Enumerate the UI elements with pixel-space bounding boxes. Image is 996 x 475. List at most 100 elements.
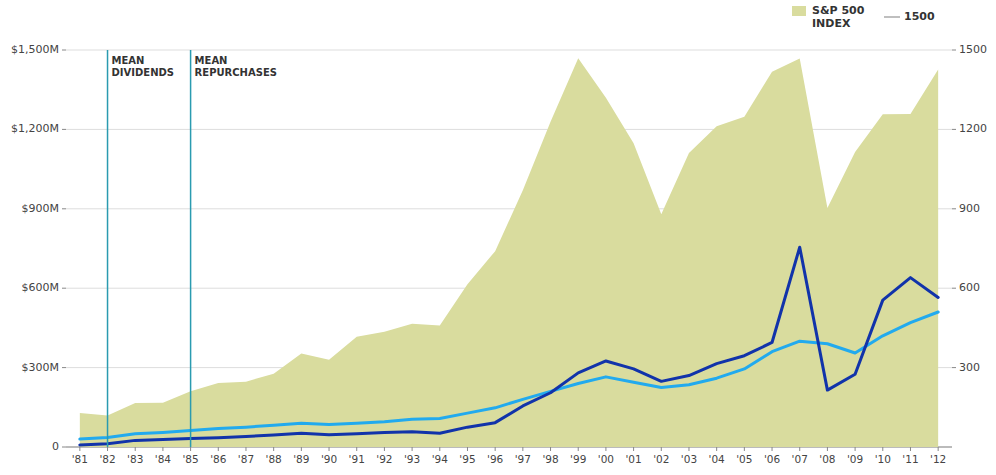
tick-mark xyxy=(79,447,80,451)
tick-mark xyxy=(62,288,66,289)
tick-label: '06 xyxy=(764,453,781,465)
tick-mark xyxy=(799,447,800,451)
axes: 0$300M$600M$900M$1,200M$1,500M3006009001… xyxy=(11,43,987,465)
tick-label: $600M xyxy=(22,281,60,294)
tick-mark xyxy=(190,447,191,451)
tick-mark xyxy=(578,447,579,451)
tick-label: '84 xyxy=(155,453,172,465)
tick-mark xyxy=(855,447,856,451)
tick-mark xyxy=(356,447,357,451)
tick-label: '98 xyxy=(542,453,558,465)
tick-label: $1,500M xyxy=(11,43,59,56)
text-line: MEAN xyxy=(112,55,145,66)
tick-label: '11 xyxy=(902,453,918,465)
tick-label: '89 xyxy=(293,453,309,465)
tick-label: '91 xyxy=(349,453,365,465)
tick-label: '86 xyxy=(210,453,227,465)
tick-mark xyxy=(952,208,956,209)
tick-label: '82 xyxy=(99,453,115,465)
legend-dash xyxy=(884,16,900,18)
tick-mark xyxy=(744,447,745,451)
tick-label: $300M xyxy=(22,361,60,374)
area xyxy=(80,58,938,447)
tick-label: '99 xyxy=(570,453,586,465)
tick-label: '85 xyxy=(182,453,198,465)
tick-label: '01 xyxy=(625,453,641,465)
tick-label: $1,200M xyxy=(11,122,59,135)
tick-mark xyxy=(938,447,939,451)
tick-mark xyxy=(661,447,662,451)
tick-label: 300 xyxy=(959,361,980,374)
tick-label: '81 xyxy=(72,453,88,465)
legend-swatch xyxy=(792,6,806,16)
background xyxy=(0,0,996,475)
tick-mark xyxy=(62,129,66,130)
tick-label: 1200 xyxy=(959,122,987,135)
tick-mark xyxy=(522,447,523,451)
tick-mark xyxy=(62,367,66,368)
tick-mark xyxy=(412,447,413,451)
text-line: REPURCHASES xyxy=(195,67,277,78)
text-line: S&P 500 xyxy=(812,4,865,17)
tick-label: '96 xyxy=(487,453,504,465)
tick-label: '03 xyxy=(681,453,697,465)
legend-value: 1500 xyxy=(904,10,935,23)
tick-label: '87 xyxy=(238,453,254,465)
tick-label: '83 xyxy=(127,453,143,465)
tick-mark xyxy=(273,447,274,451)
tick-mark xyxy=(633,447,634,451)
tick-mark xyxy=(550,447,551,451)
annotation: MEANDIVIDENDS xyxy=(112,55,175,78)
tick-mark xyxy=(716,447,717,451)
tick-mark xyxy=(135,447,136,451)
tick-mark xyxy=(62,208,66,209)
tick-label: '95 xyxy=(459,453,475,465)
tick-label: '93 xyxy=(404,453,420,465)
grid-line xyxy=(66,50,952,51)
tick-label: '90 xyxy=(321,453,337,465)
text-line: MEAN xyxy=(195,55,228,66)
tick-mark xyxy=(162,447,163,451)
annotation: MEANREPURCHASES xyxy=(195,55,277,78)
reference-line xyxy=(107,50,109,447)
tick-label: 600 xyxy=(959,281,980,294)
text-line: DIVIDENDS xyxy=(112,67,175,78)
tick-mark xyxy=(882,447,883,451)
tick-label: 1500 xyxy=(959,43,987,56)
tick-mark xyxy=(439,447,440,451)
tick-label: '94 xyxy=(432,453,449,465)
tick-label: '97 xyxy=(515,453,531,465)
tick-label: '09 xyxy=(847,453,863,465)
data xyxy=(80,58,938,447)
tick-mark xyxy=(952,50,956,51)
tick-label: 900 xyxy=(959,202,980,215)
tick-mark xyxy=(952,367,956,368)
tick-mark xyxy=(62,50,66,51)
line xyxy=(80,312,938,439)
chart: 0$300M$600M$900M$1,200M$1,500M3006009001… xyxy=(0,0,996,475)
grid-line xyxy=(66,129,952,130)
tick-mark xyxy=(827,447,828,451)
tick-label: '12 xyxy=(930,453,946,465)
tick-label: '92 xyxy=(376,453,392,465)
reference-line xyxy=(190,50,192,447)
tick-mark xyxy=(467,447,468,451)
tick-mark xyxy=(688,447,689,451)
tick-mark xyxy=(952,129,956,130)
tick-mark xyxy=(910,447,911,451)
legend-label: S&P 500INDEX xyxy=(812,4,865,30)
tick-mark xyxy=(218,447,219,451)
tick-mark xyxy=(952,288,956,289)
tick-mark xyxy=(495,447,496,451)
tick-mark xyxy=(605,447,606,451)
tick-mark xyxy=(384,447,385,451)
tick-label: '04 xyxy=(709,453,726,465)
tick-mark xyxy=(107,447,108,451)
tick-label: $900M xyxy=(22,202,60,215)
tick-label: '08 xyxy=(819,453,835,465)
tick-label: '02 xyxy=(653,453,669,465)
annotations: MEANDIVIDENDSMEANREPURCHASES xyxy=(108,50,277,447)
tick-label: '07 xyxy=(792,453,808,465)
tick-label: '05 xyxy=(736,453,752,465)
line xyxy=(80,247,938,445)
